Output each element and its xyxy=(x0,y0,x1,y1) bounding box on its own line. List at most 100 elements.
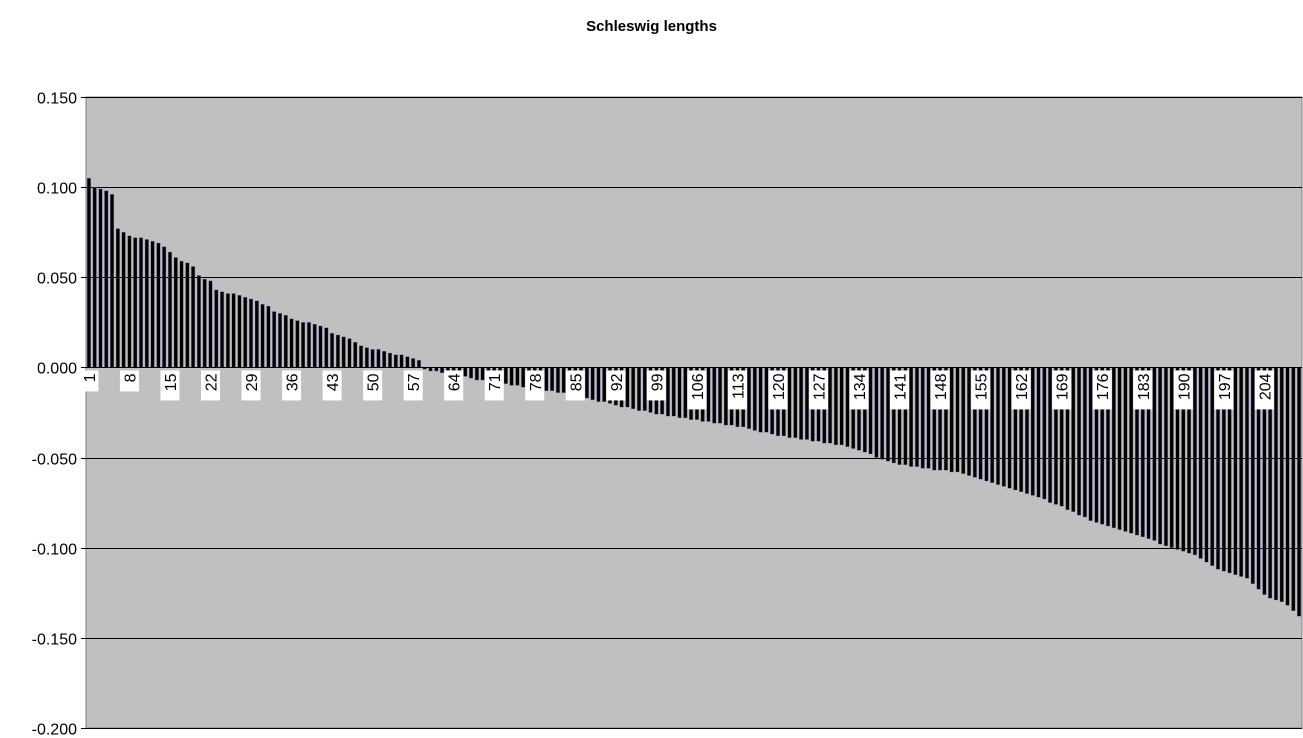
bar xyxy=(671,367,676,417)
bar xyxy=(359,345,364,368)
y-tick-label: 0.100 xyxy=(37,181,77,198)
x-tick: 8 xyxy=(119,370,139,392)
x-tick: 106 xyxy=(687,370,707,410)
bar xyxy=(1273,367,1278,601)
bar xyxy=(804,367,809,440)
bar xyxy=(364,347,369,368)
bar xyxy=(515,367,520,386)
x-tick: 1 xyxy=(79,370,99,392)
bar xyxy=(249,298,253,368)
bar xyxy=(1111,367,1116,529)
x-tick-label: 120 xyxy=(771,373,788,400)
x-tick-label: 106 xyxy=(690,373,707,400)
bar xyxy=(1117,367,1122,530)
x-tick-label: 176 xyxy=(1095,373,1112,400)
x-tick-label: 15 xyxy=(163,373,180,391)
x-tick-label: 162 xyxy=(1014,373,1031,400)
x-tick-label-background xyxy=(1214,370,1234,410)
bar xyxy=(191,266,196,368)
x-tick: 50 xyxy=(363,370,383,401)
x-tick-label: 127 xyxy=(812,373,829,400)
bar xyxy=(550,367,555,392)
x-tick: 120 xyxy=(768,370,788,410)
x-tick-label-background xyxy=(444,370,464,401)
bar xyxy=(718,367,723,424)
bar xyxy=(399,354,404,368)
x-tick-label: 50 xyxy=(366,373,383,391)
bar xyxy=(480,367,485,381)
bar xyxy=(555,367,560,393)
bar xyxy=(521,367,526,388)
bar xyxy=(1239,367,1244,577)
x-tick-label-background xyxy=(971,370,991,410)
bar xyxy=(787,367,792,438)
x-tick-label: 204 xyxy=(1257,373,1274,400)
bar xyxy=(752,367,757,431)
bar xyxy=(220,291,225,368)
x-tick-label: 43 xyxy=(325,373,342,391)
x-tick: 141 xyxy=(890,370,910,410)
bar xyxy=(1291,367,1296,611)
bar xyxy=(405,356,410,368)
x-tick: 148 xyxy=(930,370,950,410)
x-tick: 78 xyxy=(525,370,545,401)
bar xyxy=(411,358,416,368)
x-tick-label-background xyxy=(363,370,383,401)
x-tick-label: 190 xyxy=(1176,373,1193,400)
x-tick-label: 169 xyxy=(1055,373,1072,400)
x-tick-label: 113 xyxy=(730,373,747,399)
bar xyxy=(764,367,769,433)
x-tick: 29 xyxy=(241,370,261,401)
x-tick: 204 xyxy=(1254,370,1274,410)
x-tick-label-background xyxy=(809,370,828,410)
x-tick-label-background xyxy=(201,370,220,401)
y-tick-label: 0.050 xyxy=(37,271,77,288)
bar xyxy=(967,367,972,476)
bar xyxy=(92,186,97,368)
bar xyxy=(1042,367,1047,500)
x-tick-label-background xyxy=(606,370,626,401)
x-tick: 127 xyxy=(809,370,829,410)
x-tick-label-background xyxy=(1052,370,1072,410)
x-tick-label-background xyxy=(241,370,261,401)
bar xyxy=(347,338,352,368)
x-tick: 99 xyxy=(646,370,666,401)
bar xyxy=(254,300,259,368)
x-tick: 85 xyxy=(565,370,585,401)
bar xyxy=(926,367,931,469)
bar xyxy=(301,322,306,368)
bar xyxy=(185,262,190,368)
bar xyxy=(237,295,242,368)
bar xyxy=(509,367,514,386)
bar xyxy=(440,367,445,374)
bar xyxy=(961,367,966,474)
x-tick: 15 xyxy=(160,370,180,401)
x-tick-label: 36 xyxy=(285,373,302,391)
bar xyxy=(1245,367,1249,579)
bar xyxy=(1297,367,1302,617)
bar xyxy=(1279,367,1284,602)
bar xyxy=(955,367,960,473)
x-tick-label-background xyxy=(1254,370,1274,410)
x-tick-label-background xyxy=(525,370,545,401)
bar xyxy=(631,367,636,410)
x-tick-label-background xyxy=(768,370,788,410)
bar xyxy=(1001,367,1006,487)
bar xyxy=(208,280,213,368)
bar xyxy=(393,354,398,368)
bar xyxy=(382,351,387,368)
bar xyxy=(469,367,474,379)
x-tick: 64 xyxy=(444,370,464,401)
bar xyxy=(463,367,468,377)
x-tick-label-background xyxy=(930,370,950,410)
bar xyxy=(996,367,1000,485)
bar xyxy=(1007,367,1012,489)
bar xyxy=(1088,367,1093,521)
bar xyxy=(1192,367,1197,556)
bar xyxy=(1123,367,1128,532)
y-tick-label: 0.150 xyxy=(37,91,77,108)
bar xyxy=(225,293,230,368)
x-tick: 155 xyxy=(971,370,991,410)
